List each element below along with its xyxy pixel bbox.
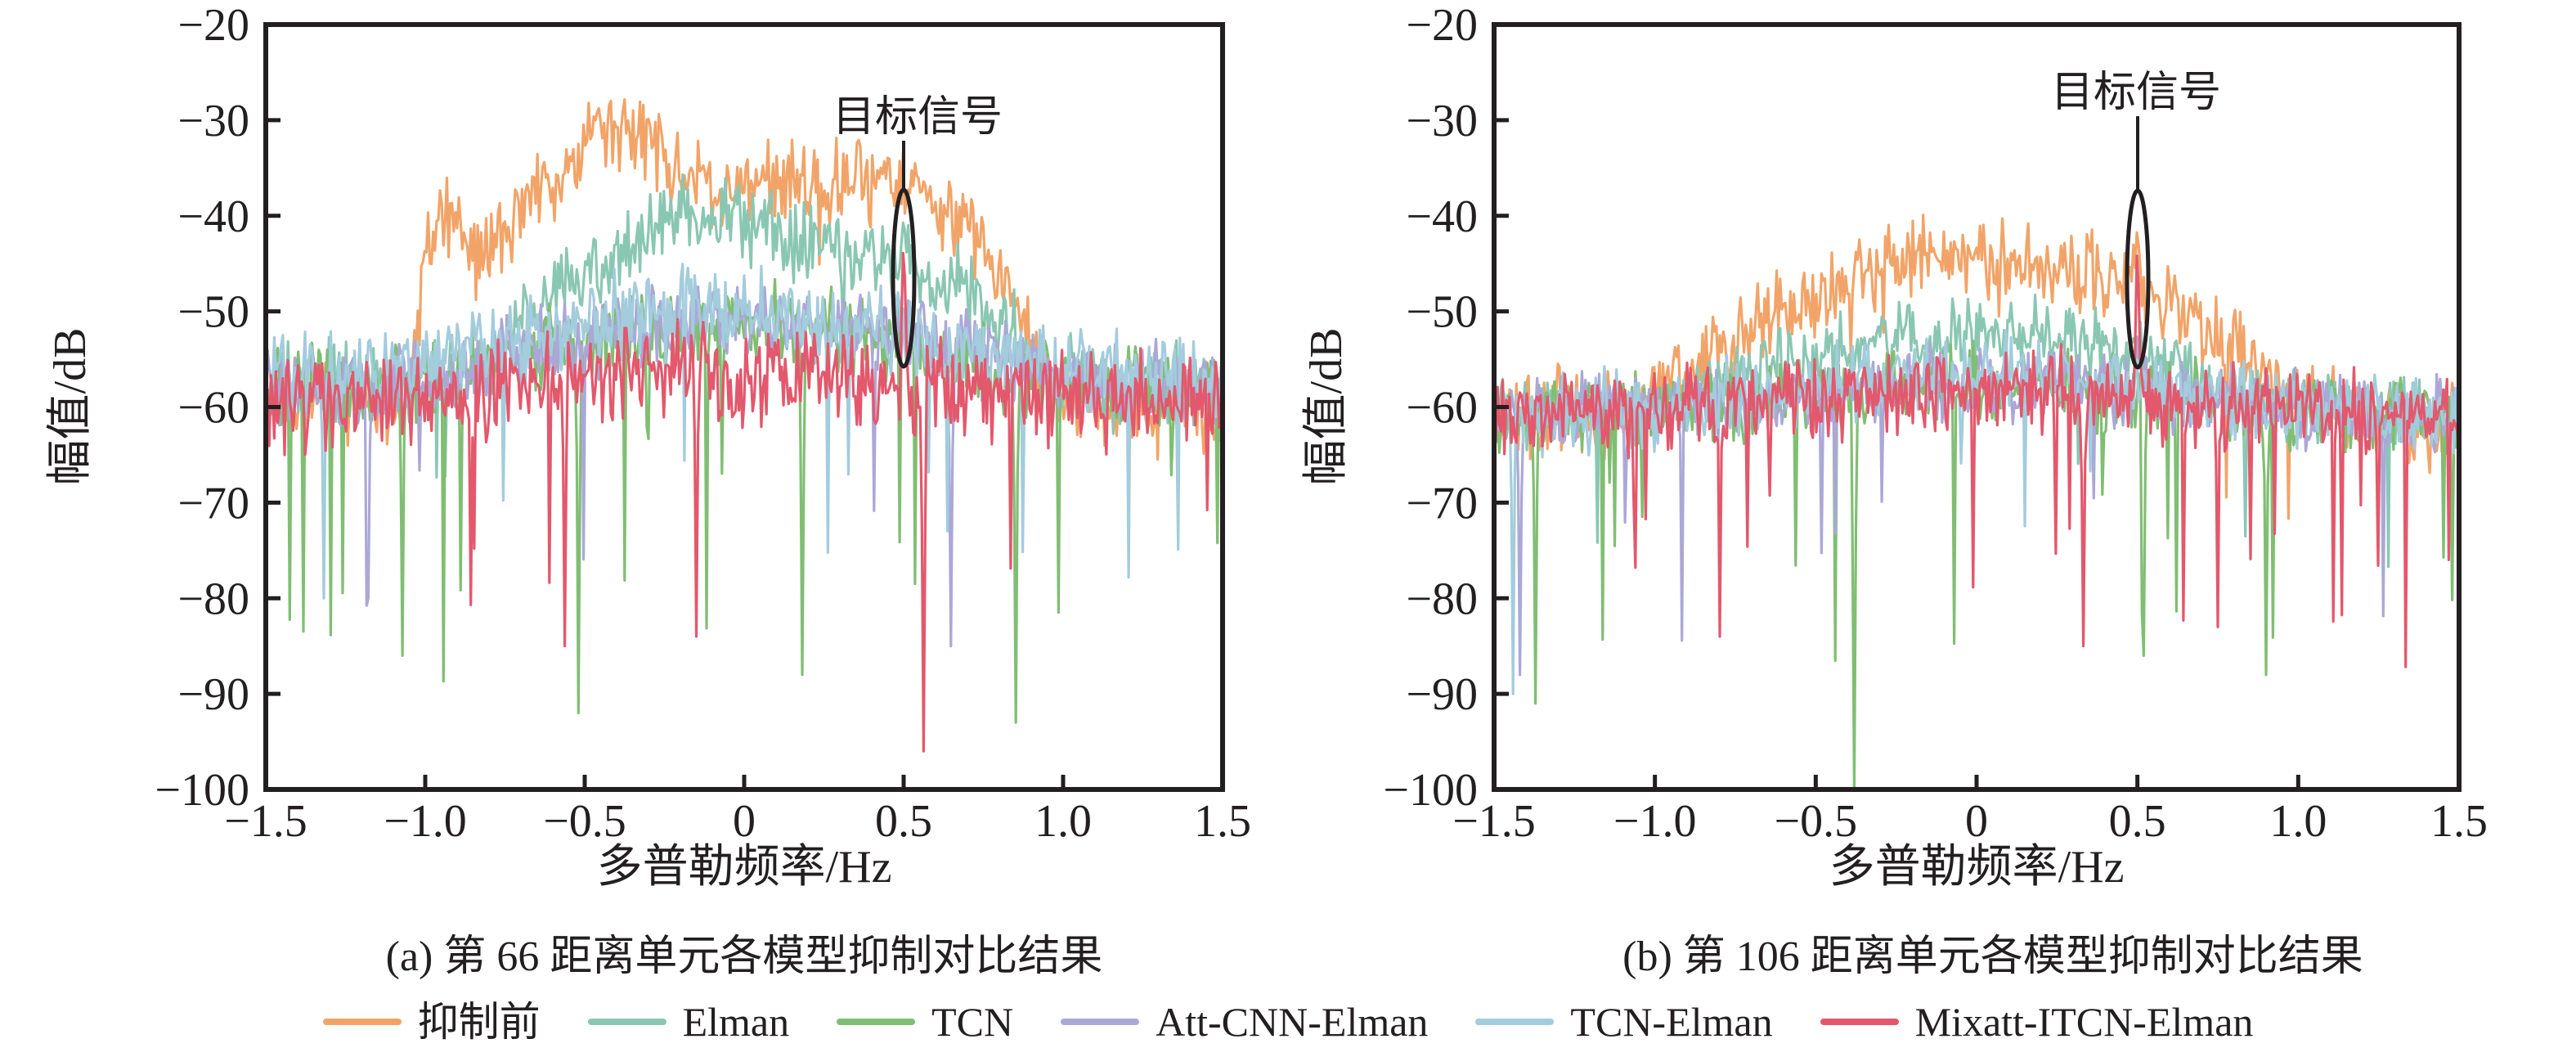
legend-item: Att-CNN-Elman (1061, 1001, 1428, 1042)
x-tick-label: 0 (1965, 796, 1988, 847)
y-tick-label: −40 (1406, 191, 1478, 242)
x-tick-label: 1.5 (2430, 796, 2488, 847)
subplot-a-xaxis-label: 多普勒频率/Hz (597, 842, 892, 893)
y-tick-label: −50 (177, 287, 249, 338)
series-line-Mixatt-ITCN-Elman (1492, 254, 2461, 668)
legend-swatch (322, 1019, 402, 1025)
y-tick-label: −70 (1406, 478, 1478, 528)
x-tick-label: 1.0 (1034, 796, 1092, 847)
legend-item: Elman (587, 999, 790, 1045)
x-tick-label: 0 (733, 796, 756, 847)
x-tick-label: −0.5 (1775, 796, 1858, 847)
subplot-a-yaxis-label: 幅值/dB (45, 328, 96, 486)
x-tick-label: −1.5 (224, 796, 307, 847)
subplot-a-target-annotation-ellipse (891, 187, 917, 369)
subplot-b-target-annotation-ellipse (2125, 188, 2151, 370)
subplot-b-caption: (b) 第 106 距离单元各模型抑制对比结果 (1622, 933, 2363, 980)
legend-label: TCN (931, 999, 1014, 1045)
subplot-a-caption: (a) 第 66 距离单元各模型抑制对比结果 (386, 933, 1103, 980)
y-tick-label: −20 (1406, 0, 1478, 51)
y-tick-label: −80 (1406, 573, 1478, 624)
x-tick-label: −0.5 (543, 796, 626, 847)
y-tick-label: −60 (1406, 383, 1478, 434)
y-tick-label: −40 (177, 191, 249, 242)
subplot-a-axes: −1.5 −1.0 −0.5 0 0.5 1.0 1.5 −20 −30 −40 −50 −60 −70… (155, 0, 1251, 847)
subplot-b-axes: −1.5 −1.0 −0.5 0 0.5 1.0 1.5 −20 −30 −40 −50 −60 −70… (1383, 0, 2488, 847)
legend-swatch (1820, 1019, 1899, 1025)
y-tick-label: −70 (177, 478, 249, 528)
legend-label: Mixatt-ITCN-Elman (1914, 999, 2254, 1045)
legend-swatch (1061, 1019, 1140, 1025)
subplot-b: −1.5 −1.0 −0.5 0 0.5 1.0 1.5 −20 −30 −40 −50 −60 −70… (1301, 0, 2488, 980)
legend-item: TCN-Elman (1475, 999, 1773, 1045)
y-tick-label: −50 (1406, 287, 1478, 338)
series-line-TCN-Elman (1492, 329, 2461, 695)
subplot-a-series (264, 98, 1224, 753)
y-tick-label: −30 (177, 96, 249, 146)
x-tick-label: 1.0 (2269, 796, 2327, 847)
y-tick-label: −90 (1406, 669, 1478, 720)
y-tick-label: −60 (177, 383, 249, 434)
subplot-a-target-annotation-label: 目标信号 (832, 94, 1003, 141)
x-tick-label: 0.5 (875, 796, 932, 847)
y-tick-label: −20 (177, 0, 249, 51)
legend-swatch (587, 1019, 666, 1025)
series-line-Mixatt-ITCN-Elman (264, 251, 1224, 753)
x-tick-label: −1.0 (384, 796, 467, 847)
legend-label: Att-CNN-Elman (1156, 999, 1429, 1045)
legend-swatch (1475, 1019, 1555, 1025)
legend-item: TCN (837, 1001, 1013, 1042)
series-line-抑制前 (264, 98, 1224, 461)
x-tick-label: −1.5 (1452, 796, 1536, 847)
legend-label: 抑制前 (417, 999, 541, 1045)
y-tick-label: −30 (1406, 96, 1478, 146)
y-tick-label: −100 (1383, 765, 1478, 816)
subplot-b-series (1492, 214, 2461, 791)
legend-label: Elman (682, 999, 790, 1045)
legend-item: 抑制前 (322, 999, 541, 1045)
subplot-b-xaxis-label: 多普勒频率/Hz (1829, 842, 2125, 893)
y-tick-label: −90 (177, 669, 249, 720)
subplot-b-target-annotation-label: 目标信号 (2051, 70, 2221, 116)
legend-label: TCN-Elman (1570, 999, 1773, 1045)
subplot-a: −1.5 −1.0 −0.5 0 0.5 1.0 1.5 −20 −30 −40 −50 −60 −70… (45, 0, 1251, 980)
legend-item: Mixatt-ITCN-Elman (1820, 999, 2254, 1045)
y-tick-label: −100 (155, 765, 249, 816)
x-tick-label: 1.5 (1194, 796, 1251, 847)
legend-swatch (837, 1019, 916, 1025)
x-tick-label: 0.5 (2109, 796, 2166, 847)
y-tick-label: −80 (177, 573, 249, 624)
subplot-b-yaxis-label: 幅值/dB (1301, 328, 1352, 486)
legend: 抑制前 Elman TCN Att-CNN-Elman TCN-Elman Mixatt-… (0, 1001, 2576, 1042)
x-tick-label: −1.0 (1613, 796, 1697, 847)
